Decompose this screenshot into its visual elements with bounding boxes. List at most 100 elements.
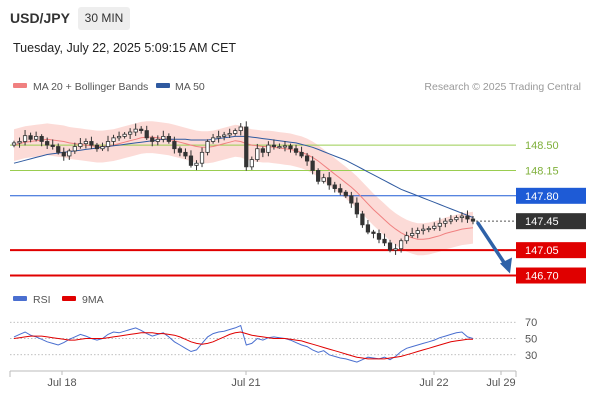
candle xyxy=(448,214,453,225)
candle-body xyxy=(111,137,116,142)
x-tick-label: Jul 22 xyxy=(419,377,448,389)
timeframe-badge[interactable]: 30 MIN xyxy=(78,7,130,30)
candle xyxy=(288,143,293,153)
candle xyxy=(387,239,393,253)
candle xyxy=(133,123,138,136)
candle xyxy=(111,134,116,146)
candle xyxy=(216,130,221,143)
candle xyxy=(105,135,111,152)
candle-body xyxy=(376,233,382,240)
candle-body xyxy=(199,151,205,164)
candle-body xyxy=(11,142,17,146)
rsi-line xyxy=(13,324,474,363)
rsi-tick-label: 30 xyxy=(525,350,537,362)
candle-body xyxy=(360,213,365,226)
main-legend: MA 20 + Bollinger Bands MA 50 Research ©… xyxy=(13,81,581,93)
candle-body xyxy=(238,126,243,132)
candle-body xyxy=(150,137,155,142)
candle xyxy=(244,121,249,171)
symbol-title: USD/JPY xyxy=(10,10,70,26)
candle xyxy=(421,224,426,235)
candle xyxy=(338,183,343,196)
candle-body xyxy=(338,188,343,193)
candle-body xyxy=(116,135,122,139)
candle-body xyxy=(398,240,404,250)
candle-body xyxy=(371,231,376,234)
forecast-arrow xyxy=(476,221,512,274)
candle xyxy=(28,132,33,143)
rsi-tick-label: 70 xyxy=(525,317,537,329)
candle xyxy=(183,148,188,160)
candle-body xyxy=(410,233,415,237)
9ma-legend-label: 9MA xyxy=(82,294,104,306)
ma50-legend-swatch xyxy=(156,83,170,88)
candle-body xyxy=(45,141,50,146)
candle-body xyxy=(293,148,299,153)
candle xyxy=(437,217,442,232)
x-tick-label: Jul 29 xyxy=(486,377,515,389)
candle-body xyxy=(299,151,304,157)
candle-body xyxy=(404,235,409,242)
rsi-legend-swatch xyxy=(13,296,27,301)
candle-body xyxy=(172,141,177,150)
candle-body xyxy=(443,220,448,224)
9ma-legend-swatch xyxy=(62,296,76,301)
bollinger-band xyxy=(14,121,473,256)
credit-label: Research © 2025 Trading Central xyxy=(424,81,581,93)
candle xyxy=(205,139,210,156)
candle xyxy=(139,126,144,134)
candle-body xyxy=(56,146,61,153)
candle xyxy=(194,160,199,171)
ma20-line xyxy=(13,136,474,240)
candle-body xyxy=(188,155,194,166)
candle-body xyxy=(128,131,133,135)
candle xyxy=(177,146,183,157)
x-axis: Jul 18 Jul 21 Jul 22 Jul 29 xyxy=(9,370,517,389)
bollinger-band-area xyxy=(14,121,473,256)
ma20-legend-label: MA 20 + Bollinger Bands xyxy=(33,81,148,93)
candle-body xyxy=(194,162,199,166)
candle xyxy=(61,147,66,161)
level-labels: 148.50 148.15 147.80 147.45 147.05 146.70 xyxy=(516,140,586,284)
candle xyxy=(150,135,155,147)
candle xyxy=(50,139,55,150)
candles xyxy=(11,121,476,255)
candle xyxy=(332,181,337,193)
candle xyxy=(17,137,22,148)
candle xyxy=(426,226,431,233)
candle xyxy=(465,210,470,223)
candle xyxy=(349,191,354,208)
level-label: 146.70 xyxy=(525,271,559,283)
candle-body xyxy=(161,135,166,140)
candle-body xyxy=(454,217,459,221)
rsi-legend-label: RSI xyxy=(33,294,51,306)
candle-body xyxy=(183,151,188,157)
candle xyxy=(34,131,39,142)
candle-body xyxy=(387,242,393,251)
candle xyxy=(233,128,238,136)
forecast-arrow-shaft xyxy=(476,221,508,268)
candle xyxy=(116,131,122,141)
candle-body xyxy=(255,148,260,160)
candle-body xyxy=(72,146,77,152)
candle xyxy=(327,172,332,190)
candle xyxy=(83,138,89,149)
candle-body xyxy=(205,141,210,153)
rsi-panel: 70 50 30 xyxy=(10,317,537,363)
candle-body xyxy=(271,144,277,147)
candle-body xyxy=(343,191,348,197)
candle xyxy=(282,141,288,152)
candle-body xyxy=(459,215,465,218)
candle-body xyxy=(28,135,33,140)
support-level-box xyxy=(516,242,586,259)
candle-body xyxy=(133,128,138,133)
candle xyxy=(11,140,17,148)
candle-body xyxy=(177,148,183,153)
candle-body xyxy=(100,146,105,150)
candle xyxy=(128,128,133,140)
candle-body xyxy=(415,230,420,234)
candle xyxy=(354,197,359,218)
candle-body xyxy=(244,126,249,168)
candle xyxy=(188,150,194,168)
